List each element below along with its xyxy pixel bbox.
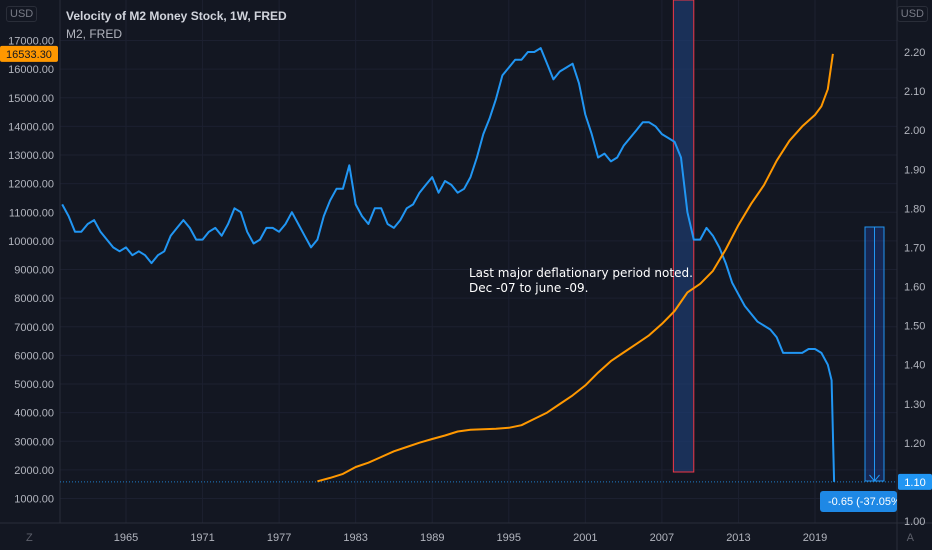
right-axis-tick-label: 1.70 xyxy=(904,242,925,254)
chart-subtitle: M2, FRED xyxy=(66,27,123,41)
left-axis-tick-label: 17000.00 xyxy=(8,36,54,48)
right-axis-tick-label: 1.60 xyxy=(904,282,925,294)
chart-header: Velocity of M2 Money Stock, 1W, FRED M2,… xyxy=(66,9,287,41)
velocity-series-line xyxy=(61,47,836,482)
right-currency-label[interactable]: USD xyxy=(896,6,928,22)
velocity-last-price-label: 1.10 xyxy=(904,477,925,489)
right-axis-tick-label: 2.10 xyxy=(904,86,925,98)
right-axis-tick-label: 1.30 xyxy=(904,399,925,411)
left-axis-tick-label: 9000.00 xyxy=(14,265,54,277)
x-axis-tick-label: 2013 xyxy=(726,532,750,544)
x-axis-tick-label: 2007 xyxy=(650,532,674,544)
measure-tool[interactable] xyxy=(864,226,885,482)
left-axis: 1000.00 2000.00 3000.00 4000.00 5000.00 6000.… xyxy=(8,36,54,506)
highlight-period-rect xyxy=(672,0,695,473)
x-axis-tick-label: 1965 xyxy=(114,532,138,544)
x-axis-tick-label: 1977 xyxy=(267,532,291,544)
right-axis-tick-label: 1.20 xyxy=(904,438,925,450)
left-axis-tick-label: 12000.00 xyxy=(8,179,54,191)
x-axis-tick-label: 1995 xyxy=(497,532,521,544)
right-axis-tick-label: 2.00 xyxy=(904,125,925,137)
right-axis-tick-label: 1.80 xyxy=(904,203,925,215)
m2-last-price-tag xyxy=(0,45,58,62)
right-axis: 1.00 1.20 1.30 1.40 1.50 1.60 1.70 1.80 1.90 2.00… xyxy=(904,47,925,528)
x-axis-tick-label: 2019 xyxy=(803,532,827,544)
left-axis-tick-label: 16000.00 xyxy=(8,64,54,76)
left-axis-tick-label: 13000.00 xyxy=(8,150,54,162)
right-axis-tick-label: 1.90 xyxy=(904,164,925,176)
left-axis-tick-label: 7000.00 xyxy=(14,322,54,334)
left-scale-toggle[interactable]: Z xyxy=(26,532,33,544)
annotation-text[interactable]: Last major deflationary period noted. De… xyxy=(469,266,693,296)
left-axis-tick-label: 6000.00 xyxy=(14,350,54,362)
left-axis-tick-label: 5000.00 xyxy=(14,379,54,391)
x-axis-tick-label: 1983 xyxy=(343,532,367,544)
series-layer xyxy=(60,47,897,483)
left-axis-tick-label: 2000.00 xyxy=(14,465,54,477)
left-axis-tick-label: 3000.00 xyxy=(14,436,54,448)
right-axis-tick-label: 1.00 xyxy=(904,516,925,528)
left-axis-tick-label: 10000.00 xyxy=(8,236,54,248)
left-axis-tick-label: 15000.00 xyxy=(8,93,54,105)
x-axis: 1965 1971 1977 1983 1989 1995 2001 2007 2013 2019 xyxy=(114,532,827,544)
right-axis-tick-label: 1.40 xyxy=(904,360,925,372)
price-tags: 16533.30 1.10-0.65 (-37.05%) xyxy=(0,45,932,512)
left-axis-tick-label: 8000.00 xyxy=(14,293,54,305)
chart-title: Velocity of M2 Money Stock, 1W, FRED xyxy=(66,9,287,23)
velocity-last-price-tag xyxy=(898,473,932,490)
auto-scale-toggle[interactable]: A xyxy=(906,532,914,544)
measure-arrow-head xyxy=(869,474,880,482)
left-axis-tick-label: 14000.00 xyxy=(8,121,54,133)
m2-series-line xyxy=(317,53,834,483)
right-axis-tick-label: 1.50 xyxy=(904,321,925,333)
left-axis-tick-label: 4000.00 xyxy=(14,408,54,420)
x-axis-tick-label: 1971 xyxy=(190,532,214,544)
x-axis-tick-label: 2001 xyxy=(573,532,597,544)
right-axis-tick-label: 2.20 xyxy=(904,47,925,59)
m2-last-price-label: 16533.30 xyxy=(6,49,52,61)
left-axis-tick-label: 1000.00 xyxy=(14,494,54,506)
left-currency-label[interactable]: USD xyxy=(6,6,38,22)
measure-result-tag[interactable] xyxy=(820,491,897,512)
x-axis-tick-label: 1989 xyxy=(420,532,444,544)
annotation-line-1: Last major deflationary period noted. xyxy=(469,266,693,280)
annotation-line-2: Dec -07 to june -09. xyxy=(469,281,589,295)
measure-result-label: -0.65 (-37.05%) xyxy=(828,496,904,508)
left-axis-tick-label: 11000.00 xyxy=(9,207,54,219)
